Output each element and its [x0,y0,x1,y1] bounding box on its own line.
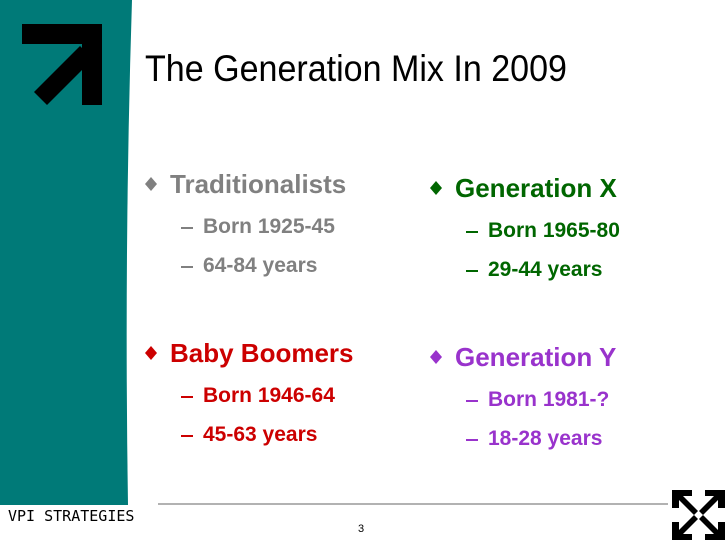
bullet [145,177,157,191]
title: The Generation Mix In 2009 [145,48,567,89]
group-item: Born 1946-64 [203,384,335,407]
page-number: 3 [358,523,365,535]
group-item: 45-63 years [203,423,318,446]
group-name: Generation Y [455,342,617,372]
group-item: Born 1925-45 [203,215,335,238]
bullet [145,346,157,360]
side-band [0,0,132,505]
footer-logo [672,490,725,540]
bullet [430,350,442,364]
group-name: Generation X [455,173,617,203]
brand: VPI STRATEGIES [8,507,135,525]
group-item: 29-44 years [488,258,603,281]
group-item: 18-28 years [488,427,603,450]
group-item: Born 1965-80 [488,219,620,242]
group-name: Traditionalists [170,169,347,199]
logo [22,24,102,105]
group-item: Born 1981-? [488,388,610,411]
bullet [430,181,442,195]
group-name: Baby Boomers [170,338,354,368]
group-item: 64-84 years [203,254,318,277]
